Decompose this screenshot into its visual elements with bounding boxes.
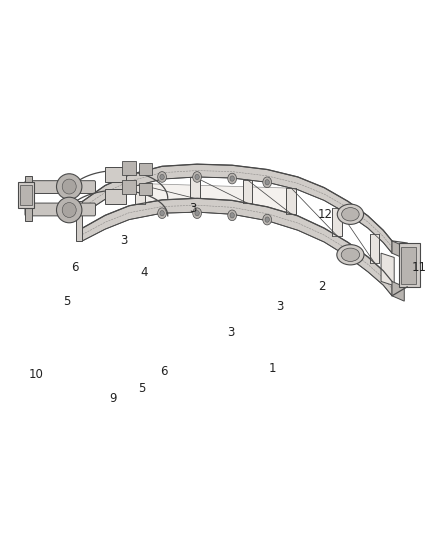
Polygon shape [392,281,404,301]
Polygon shape [190,177,200,198]
Ellipse shape [342,207,359,221]
Text: 5: 5 [63,295,70,308]
Bar [105,189,126,204]
Text: 6: 6 [160,365,168,378]
Ellipse shape [62,179,76,194]
Text: 1: 1 [268,362,276,375]
Circle shape [193,208,201,219]
Polygon shape [381,253,394,286]
Circle shape [158,208,166,219]
Circle shape [158,172,166,182]
Bar [25,176,32,198]
Polygon shape [332,208,342,236]
Circle shape [193,172,201,182]
Bar [122,180,136,194]
Text: 10: 10 [29,368,44,381]
Polygon shape [76,201,82,241]
Circle shape [230,213,234,218]
Circle shape [263,214,272,225]
Bar [139,183,152,195]
FancyBboxPatch shape [25,181,95,193]
Ellipse shape [62,203,76,217]
Circle shape [160,174,164,180]
Ellipse shape [57,197,82,223]
Ellipse shape [337,245,364,265]
Bar [18,182,34,208]
Circle shape [265,217,269,222]
Text: 2: 2 [318,280,326,293]
Bar [20,185,32,205]
Circle shape [228,173,237,184]
Text: 5: 5 [138,382,145,394]
Polygon shape [82,164,392,253]
Polygon shape [145,184,291,214]
Text: 3: 3 [228,326,235,338]
Bar [25,200,32,221]
Polygon shape [392,241,404,259]
Polygon shape [286,188,296,214]
Circle shape [195,174,199,180]
Polygon shape [370,235,379,263]
Text: 3: 3 [189,203,196,215]
Ellipse shape [341,248,360,262]
Ellipse shape [337,204,364,224]
Bar [399,243,420,287]
Circle shape [230,176,234,181]
Bar [122,161,136,175]
Ellipse shape [57,174,82,199]
Bar [139,163,152,175]
Circle shape [263,177,272,188]
Circle shape [195,211,199,216]
Text: 12: 12 [318,208,332,221]
Polygon shape [135,185,145,204]
FancyBboxPatch shape [25,203,95,216]
Bar [401,247,416,284]
Text: 3: 3 [120,235,127,247]
Text: 11: 11 [412,261,427,274]
Circle shape [265,180,269,185]
Polygon shape [243,180,252,203]
Text: 6: 6 [71,261,79,274]
Text: 9: 9 [109,392,117,405]
Circle shape [228,210,237,221]
Bar [105,167,126,182]
Circle shape [160,211,164,216]
Text: 3: 3 [276,300,283,313]
Polygon shape [82,198,392,296]
Text: 4: 4 [141,266,148,279]
